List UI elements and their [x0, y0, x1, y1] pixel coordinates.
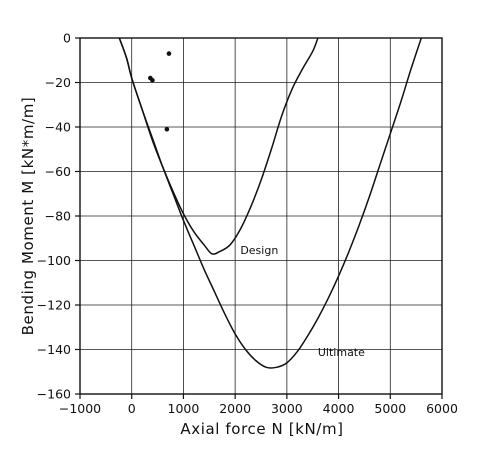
x-tick-label-2: 1000	[168, 401, 200, 416]
y-tick-label-5: −100	[37, 253, 71, 268]
series-line-ultimate	[118, 37, 423, 369]
x-tick-label-3: 2000	[219, 401, 251, 416]
x-tick-label-0: −1000	[59, 401, 101, 416]
y-tick-label-3: −60	[45, 164, 71, 179]
curve-label-design: Design	[240, 244, 278, 257]
y-tick-label-7: −140	[37, 342, 71, 357]
y-tick-label-1: −20	[45, 75, 71, 90]
y-tick-label-8: −160	[37, 387, 71, 402]
grid	[80, 38, 442, 394]
x-tick-label-1: 0	[128, 401, 136, 416]
data-point-3	[166, 51, 172, 56]
curve-label-ultimate: Ultimate	[318, 346, 365, 359]
y-tick-label-0: 0	[63, 31, 71, 46]
curve-labels: Design Ultimate	[240, 244, 365, 359]
y-tick-label-6: −120	[37, 298, 71, 313]
y-tick-label-4: −80	[45, 209, 71, 224]
series-line-design	[118, 37, 319, 255]
data-point-1	[150, 77, 155, 83]
curves	[118, 37, 423, 369]
x-tick-label-7: 6000	[426, 401, 458, 416]
y-axis-title: Bending Moment M [kN*m/m]	[19, 97, 37, 336]
y-tick-label-2: −40	[45, 120, 71, 135]
x-tick-label-4: 3000	[271, 401, 303, 416]
x-axis-title: Axial force N [kN/m]	[180, 420, 343, 438]
axis-ticks	[75, 37, 443, 399]
x-tick-label-5: 4000	[323, 401, 355, 416]
tick-labels: −1000 0 1000 2000 3000 4000 5000 6000 0 −20 −40 −60…	[37, 31, 458, 417]
x-tick-label-6: 5000	[374, 401, 406, 416]
data-points	[148, 51, 172, 132]
data-point-2	[164, 126, 170, 132]
